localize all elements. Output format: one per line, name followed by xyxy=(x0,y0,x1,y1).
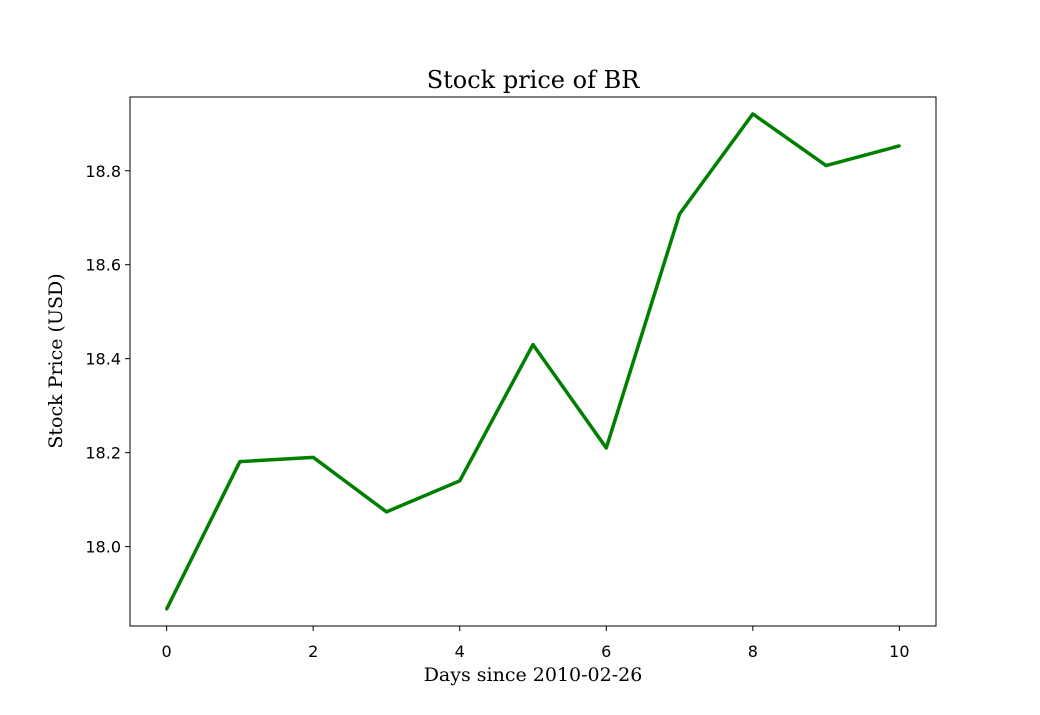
y-tick-label: 18.2 xyxy=(85,444,121,463)
x-tick-label: 2 xyxy=(308,642,318,661)
y-tick-label: 18.8 xyxy=(85,162,121,181)
data-point xyxy=(824,164,828,168)
x-axis-ticks: 0 2 4 6 8 10 xyxy=(162,626,910,661)
y-tick-label: 18.6 xyxy=(85,256,121,275)
data-point xyxy=(897,144,901,148)
data-points xyxy=(165,112,901,611)
data-point xyxy=(604,446,608,450)
y-tick-label: 18.0 xyxy=(85,538,121,557)
plot-frame xyxy=(129,96,937,627)
x-tick-label: 4 xyxy=(455,642,465,661)
data-point xyxy=(311,455,315,459)
plot-area xyxy=(129,96,937,627)
data-point xyxy=(384,510,388,514)
x-axis-label: Days since 2010-02-26 xyxy=(424,664,643,686)
y-tick-label: 18.4 xyxy=(85,350,121,369)
data-point xyxy=(751,112,755,116)
x-tick-label: 0 xyxy=(162,642,172,661)
x-tick-label: 6 xyxy=(601,642,611,661)
y-axis-label: Stock Price (USD) xyxy=(45,273,67,448)
data-point xyxy=(238,460,242,464)
data-point xyxy=(165,607,169,611)
x-tick-label: 10 xyxy=(889,642,909,661)
data-point xyxy=(678,212,682,216)
series-line xyxy=(165,112,900,610)
data-point xyxy=(458,479,462,483)
data-point xyxy=(531,343,535,347)
chart-title: Stock price of BR xyxy=(427,66,641,94)
x-tick-label: 8 xyxy=(748,642,758,661)
y-axis-ticks: 18.0 18.2 18.4 18.6 18.8 xyxy=(85,162,130,557)
